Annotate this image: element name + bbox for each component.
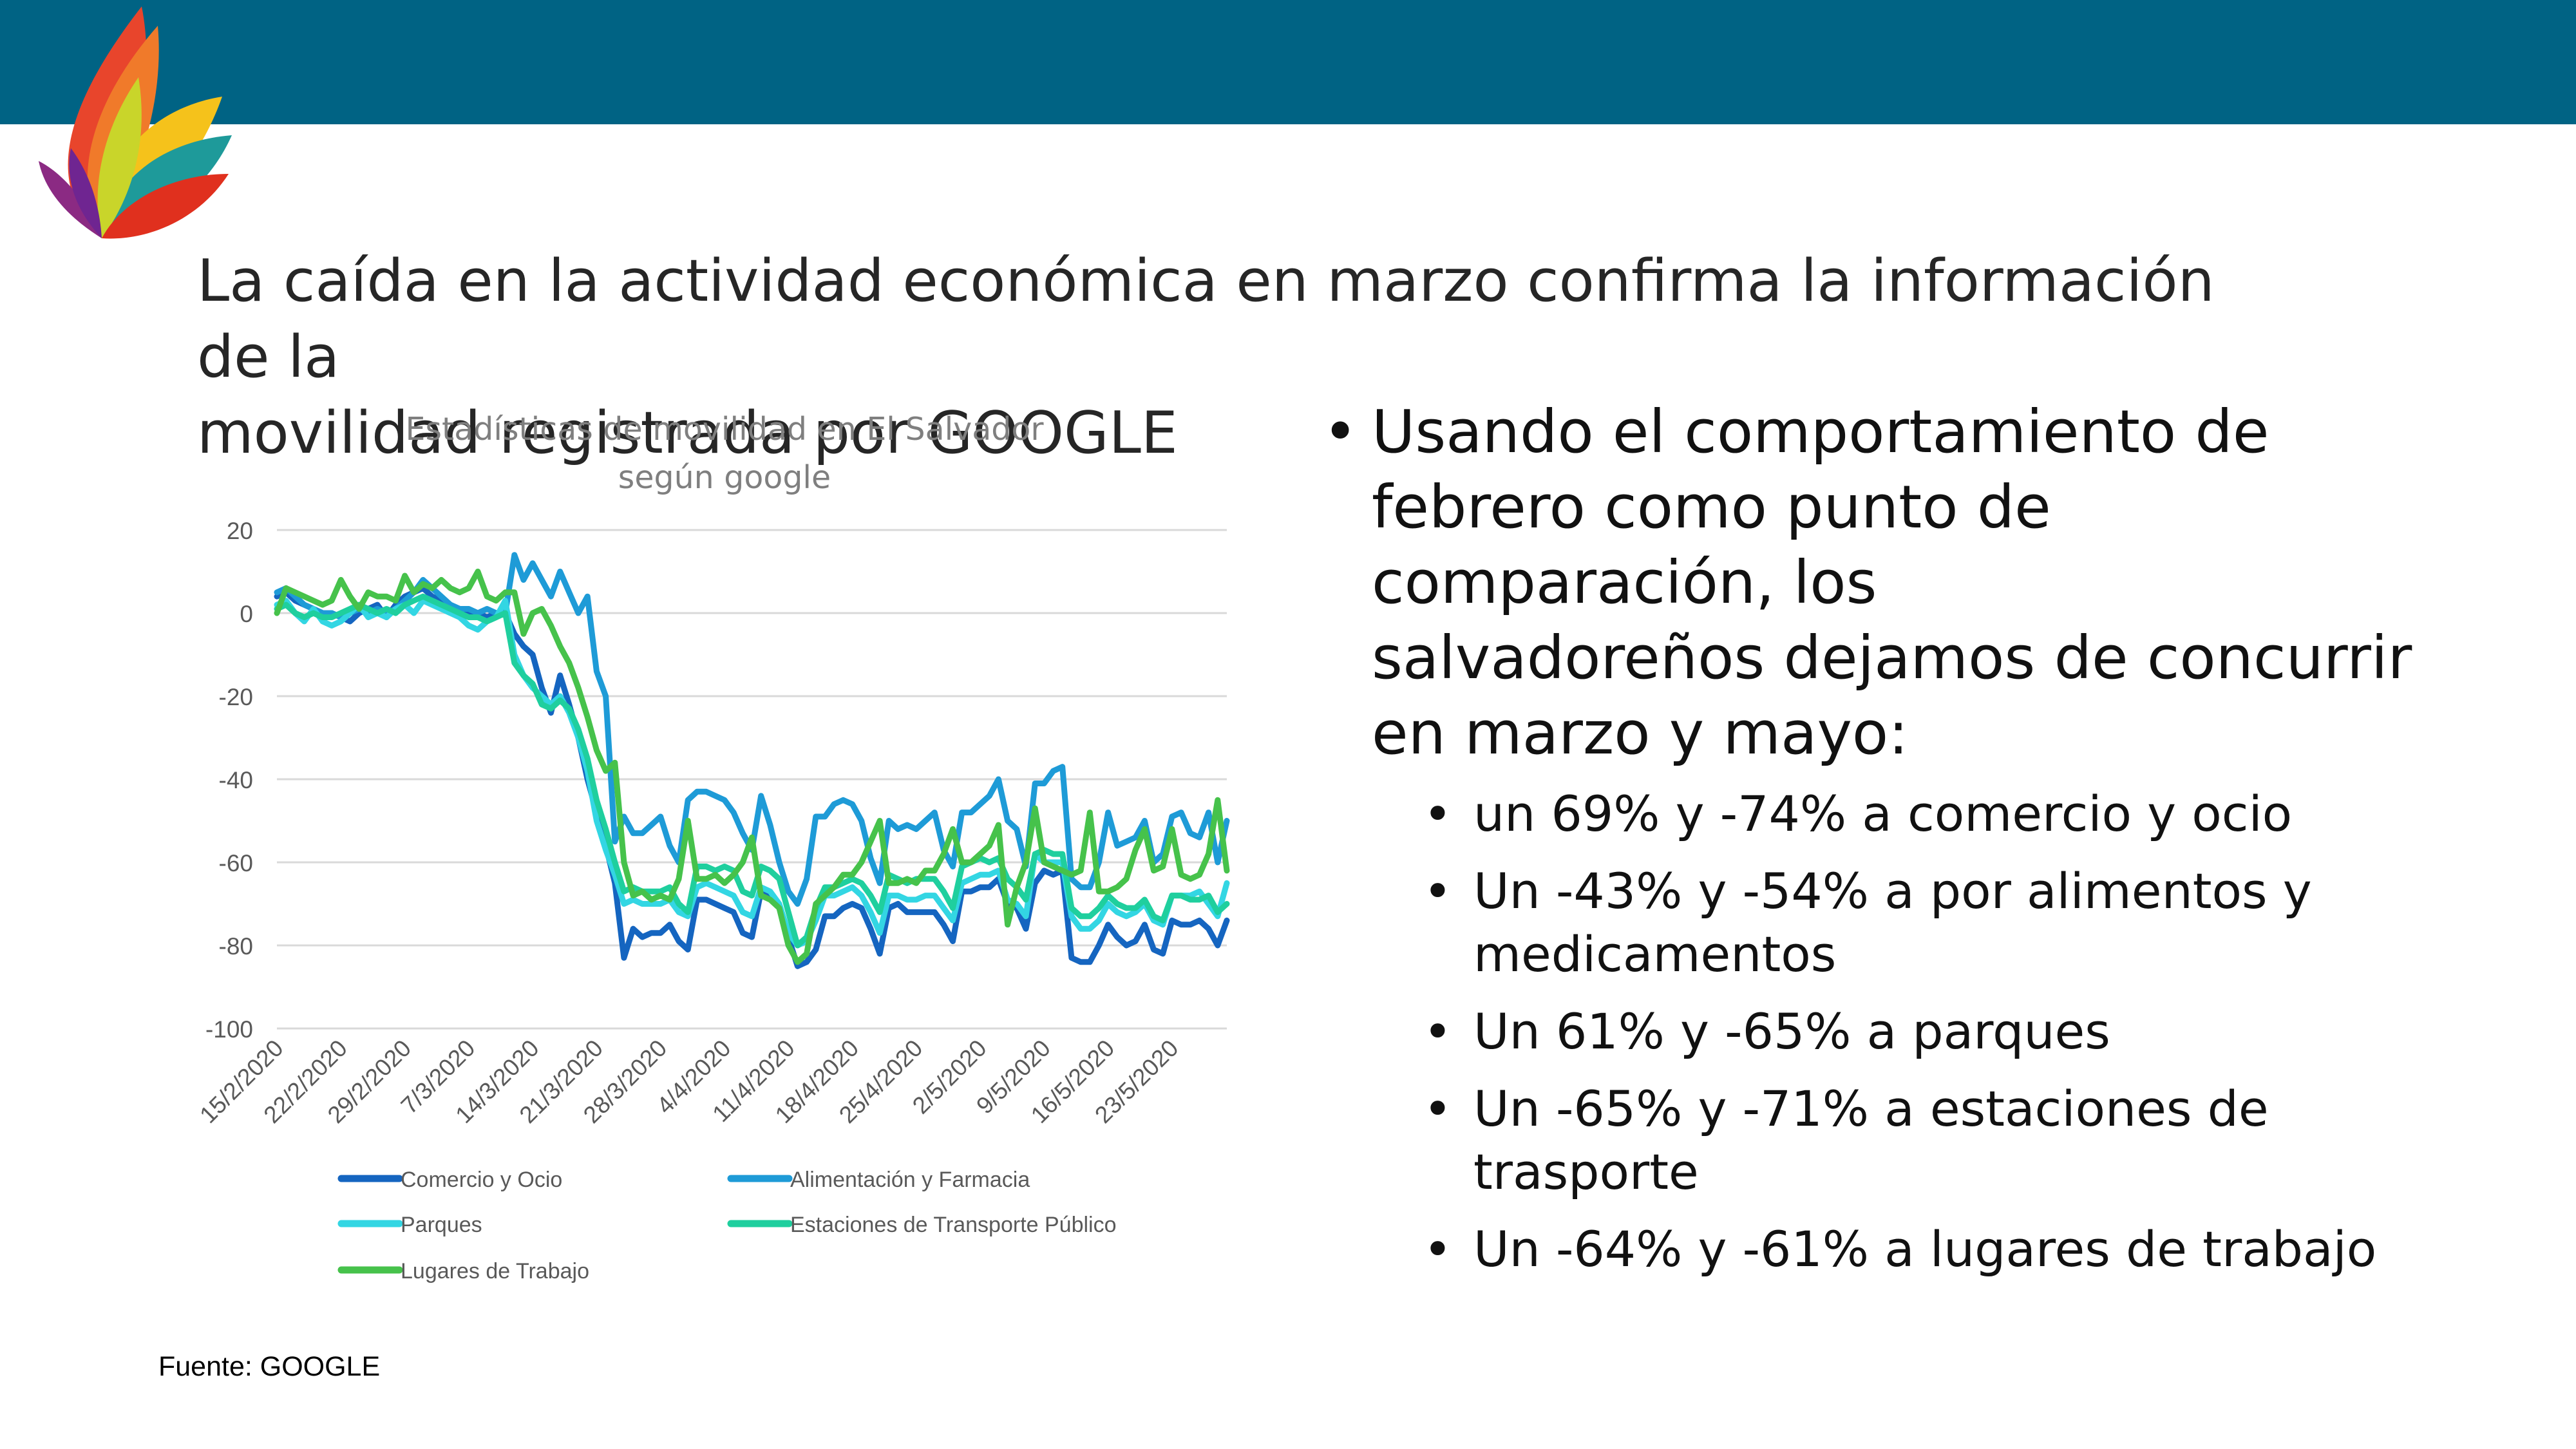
sub-bullet-line: Un -43% y -54% a por alimentos y <box>1473 862 2312 920</box>
main-bullet-line: comparación, los <box>1372 548 1877 617</box>
main-bullet-line: salvadoreños dejamos de concurrir <box>1372 623 2412 692</box>
main-bullet-line: Usando el comportamiento de <box>1372 397 2269 466</box>
y-tick-label: 0 <box>240 601 253 627</box>
main-bullet-line: en marzo y mayo: <box>1372 699 1909 768</box>
chart-title: Estadísticas de movilidad en El Salvador <box>406 411 1045 448</box>
series-line-5 <box>274 569 1230 965</box>
sub-bullet-line: Un -65% y -71% a estaciones de <box>1473 1080 2269 1137</box>
sub-bullet-line: medicamentos <box>1473 925 1837 983</box>
sub-bullet-line: Un 61% y -65% a parques <box>1473 1003 2110 1060</box>
sub-bullet-transporte: Un -65% y -71% a estaciones de trasporte <box>1423 1077 2512 1204</box>
chart-title: según google <box>618 459 831 496</box>
y-tick-label: -20 <box>219 684 253 710</box>
source-note: Fuente: GOOGLE <box>158 1351 381 1382</box>
legend-label: Alimentación y Farmacia <box>790 1168 1030 1192</box>
main-bullet: Usando el comportamiento de febrero como… <box>1320 394 2512 1281</box>
series-line-1 <box>274 585 1230 969</box>
sub-bullet-alimentos: Un -43% y -54% a por alimentos y medicam… <box>1423 860 2512 986</box>
y-tick-label: -40 <box>219 767 253 793</box>
sub-bullet-comercio: un 69% y -74% a comercio y ocio <box>1423 782 2512 846</box>
slide-title-line-2: movilidad registrada por GOOGLE <box>197 399 1178 467</box>
logo-icon <box>39 6 232 239</box>
mobility-chart: Estadísticas de movilidad en El Salvador… <box>194 411 1230 1283</box>
legend-label: Parques <box>401 1213 482 1237</box>
main-bullet-line: febrero como punto de <box>1372 473 2051 542</box>
sub-bullet-list: un 69% y -74% a comercio y ocio Un -43% … <box>1372 782 2512 1281</box>
slide-title: La caída en la actividad económica en ma… <box>197 243 2290 471</box>
y-tick-label: -80 <box>219 933 253 960</box>
legend-label: Comercio y Ocio <box>401 1168 562 1192</box>
legend-label: Lugares de Trabajo <box>401 1259 589 1283</box>
sub-bullet-line: trasporte <box>1473 1143 1699 1200</box>
sub-bullet-line: un 69% y -74% a comercio y ocio <box>1473 785 2293 842</box>
slide-title-line-1: La caída en la actividad económica en ma… <box>197 247 2215 391</box>
series-line-4 <box>274 593 1230 949</box>
y-tick-label: 20 <box>227 518 253 544</box>
sub-bullet-parques: Un 61% y -65% a parques <box>1423 1000 2512 1063</box>
y-tick-label: -100 <box>205 1016 253 1043</box>
legend-label: Estaciones de Transporte Público <box>790 1213 1117 1237</box>
bullet-list: Usando el comportamiento de febrero como… <box>1320 394 2512 1295</box>
y-tick-label: -60 <box>219 850 253 876</box>
sub-bullet-line: Un -64% y -61% a lugares de trabajo <box>1473 1220 2377 1278</box>
header-bar <box>0 0 2576 124</box>
sub-bullet-trabajo: Un -64% y -61% a lugares de trabajo <box>1423 1218 2512 1281</box>
